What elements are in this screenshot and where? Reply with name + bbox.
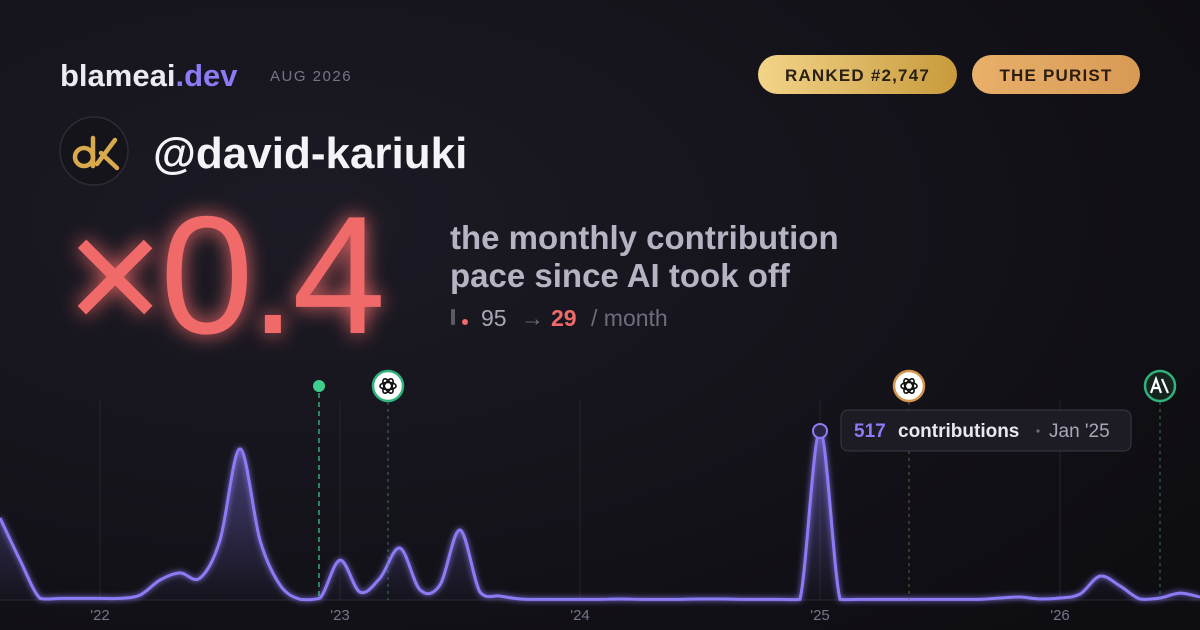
caption: the monthly contribution <box>450 219 839 256</box>
caption: pace since AI took off <box>450 257 791 294</box>
pace-arrow: → <box>521 305 544 331</box>
multiplier: ×0.4 <box>66 181 382 369</box>
brand-suffix: .dev <box>175 58 238 93</box>
event-markers <box>313 369 1177 600</box>
tooltip-value: 517 <box>854 421 886 442</box>
highlight-point <box>812 422 828 439</box>
line-area <box>0 430 1200 600</box>
tooltip-box <box>840 409 1132 452</box>
pace-icon <box>462 319 468 325</box>
brand-name: blameai <box>60 58 175 93</box>
brand: blameai.dev <box>60 58 238 93</box>
x-tick-label: '24 <box>570 607 590 624</box>
x-tick-label: '25 <box>810 607 830 624</box>
badge <box>972 55 1140 94</box>
pace-unit: / month <box>591 305 668 331</box>
pace-before: 95 <box>481 305 507 331</box>
period: AUG 2026 <box>270 68 352 85</box>
x-tick-label: '26 <box>1050 607 1070 624</box>
tooltip-text: contributions <box>898 421 1019 442</box>
badge-label: THE PURIST <box>999 66 1112 85</box>
pace-icon <box>451 309 455 325</box>
x-tick-label: '23 <box>330 607 350 624</box>
avatar-logo <box>72 135 120 171</box>
badge-label: RANKED #2,747 <box>785 66 930 85</box>
tooltip-separator <box>1036 429 1040 433</box>
handle: @david-kariuki <box>153 129 467 178</box>
line <box>0 429 1200 602</box>
pace-after: 29 <box>551 305 577 331</box>
x-tick-label: '22 <box>90 607 110 624</box>
badge <box>758 55 957 94</box>
tooltip: 517 contributions Jan '25 <box>840 409 1132 452</box>
tooltip-date: Jan '25 <box>1049 421 1110 442</box>
